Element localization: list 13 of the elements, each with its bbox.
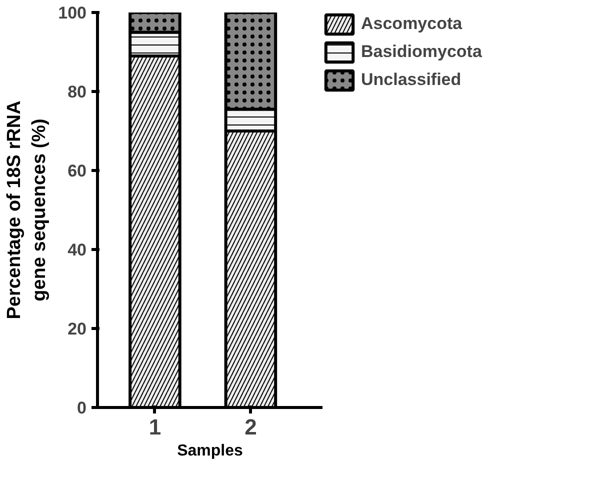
x-axis-title: Samples [177, 442, 244, 460]
y-axis-title: Percentage of 18S rRNA gene sequences (%) [4, 100, 50, 320]
y-tick-label: 0 [77, 398, 87, 418]
legend-label: Ascomycota [361, 14, 462, 34]
y-tick-label: 20 [68, 320, 87, 338]
y-tick-label: 60 [68, 162, 87, 180]
legend-label: Unclassified [361, 70, 462, 90]
legend-label: Basidiomycota [361, 42, 482, 62]
y-tick-label: 40 [68, 240, 87, 260]
y-tick-label: 80 [68, 82, 87, 102]
y-tick-label: 100 [58, 4, 87, 22]
x-tick-label: 2 [244, 414, 257, 440]
x-tick-label: 1 [148, 414, 162, 440]
